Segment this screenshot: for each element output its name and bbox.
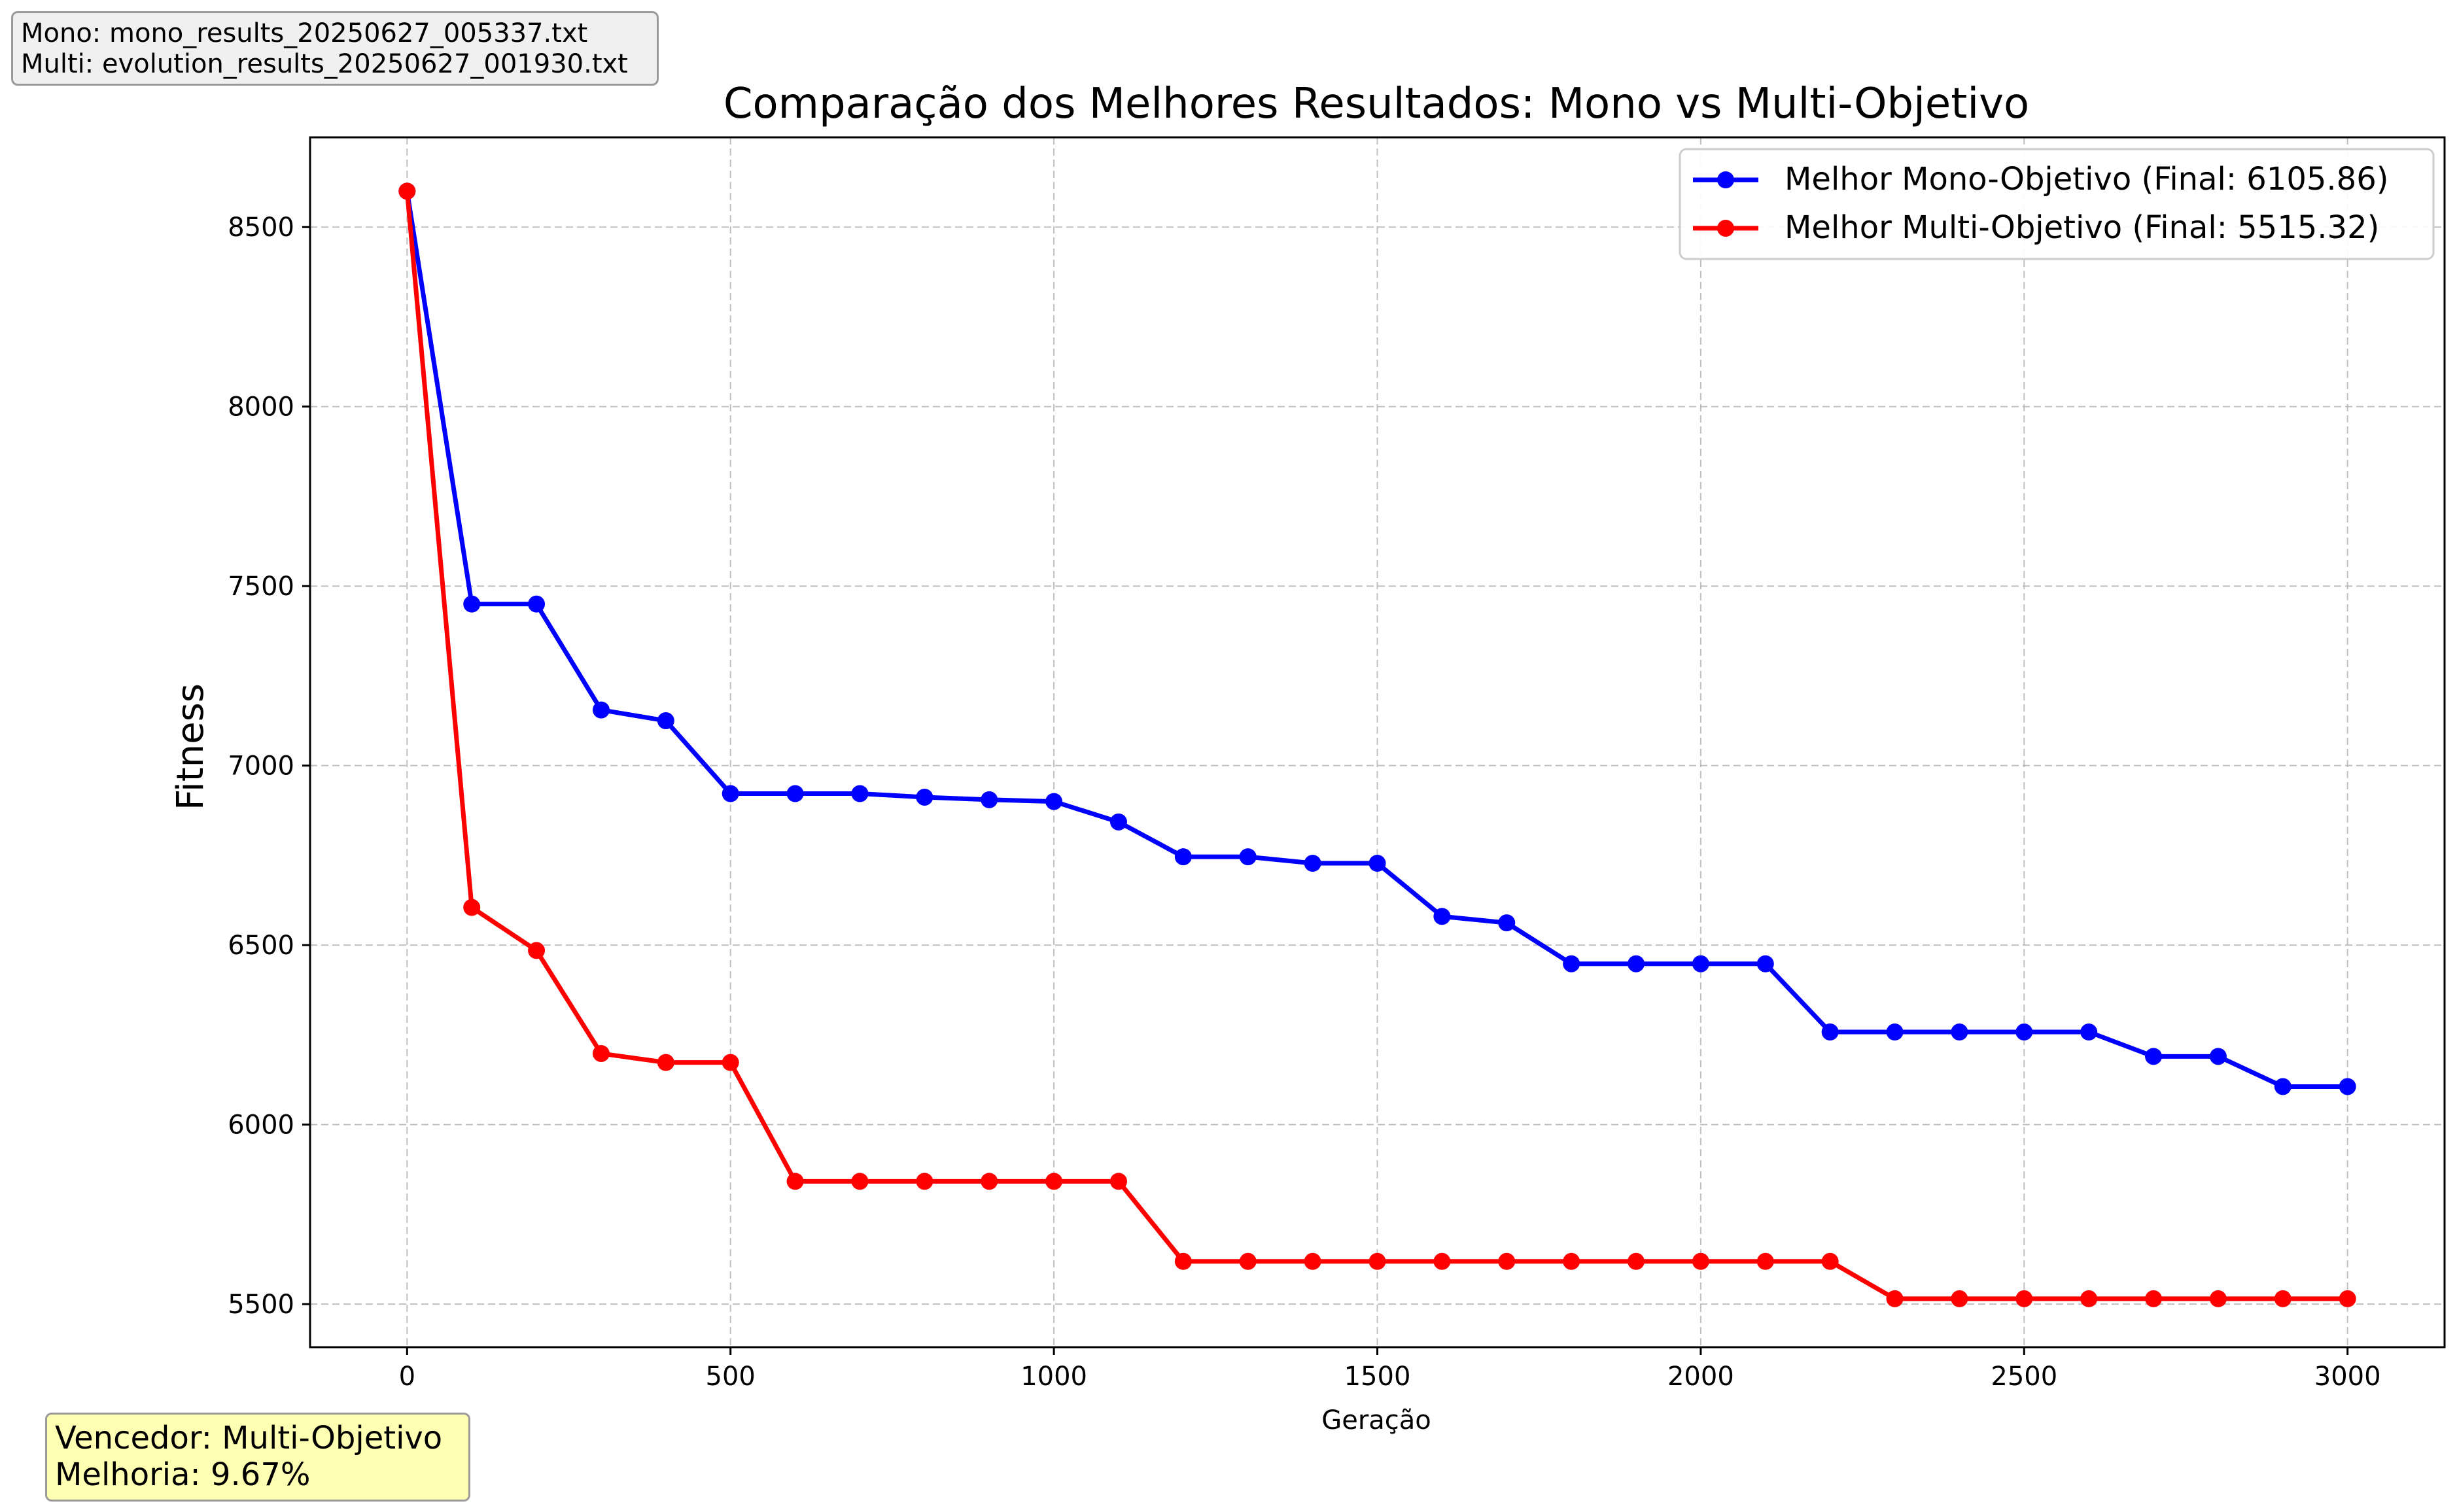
y-tick-label: 8500 [228, 213, 294, 243]
data-point-mono [1692, 955, 1709, 972]
data-point-mono [1628, 955, 1645, 972]
data-point-multi [1109, 1173, 1127, 1190]
x-tick-label: 0 [399, 1362, 415, 1392]
x-tick-label: 3000 [2314, 1362, 2381, 1392]
data-point-multi [592, 1044, 610, 1062]
data-point-mono [1951, 1023, 1968, 1041]
data-point-multi [1498, 1252, 1516, 1270]
data-point-mono [1756, 955, 1774, 972]
data-point-mono [1174, 848, 1192, 866]
data-point-mono [916, 788, 933, 806]
data-point-multi [1628, 1252, 1645, 1270]
data-point-multi [1045, 1173, 1063, 1190]
data-point-mono [1433, 908, 1451, 925]
data-point-mono [657, 712, 674, 730]
data-point-multi [916, 1173, 933, 1190]
y-axis-label: Fitness [169, 683, 212, 810]
data-point-mono [981, 791, 998, 808]
source-files-box: Mono: mono_results_20250627_005337.txt M… [11, 11, 659, 86]
data-point-multi [2080, 1290, 2098, 1307]
data-point-mono [1563, 955, 1580, 972]
x-tick-label: 2000 [1667, 1362, 1734, 1392]
data-point-mono [1045, 793, 1063, 810]
grid [310, 137, 2445, 1347]
data-point-multi [1821, 1252, 1839, 1270]
data-point-multi [981, 1173, 998, 1190]
multi-file-label: Multi: evolution_results_20250627_001930… [21, 49, 628, 79]
winner-box: Vencedor: Multi-Objetivo Melhoria: 9.67% [45, 1413, 470, 1502]
data-point-multi [1756, 1252, 1774, 1270]
data-point-mono [592, 701, 610, 719]
y-tick-label: 8000 [228, 392, 294, 422]
mono-file-label: Mono: mono_results_20250627_005337.txt [21, 18, 588, 48]
data-point-multi [1692, 1252, 1709, 1270]
data-point-multi [1886, 1290, 1904, 1307]
legend: Melhor Mono-Objetivo (Final: 6105.86) Me… [1679, 148, 2435, 260]
y-axis-ticks: 5500 6000 6500 7000 7500 8000 8500 [228, 213, 310, 1320]
data-point-multi [2145, 1290, 2163, 1307]
data-point-multi [2209, 1290, 2227, 1307]
data-point-multi [1239, 1252, 1257, 1270]
data-point-multi [1433, 1252, 1451, 1270]
data-point-mono [722, 785, 739, 802]
data-point-mono [1239, 848, 1257, 866]
x-tick-label: 1000 [1020, 1362, 1087, 1392]
data-point-mono [1304, 855, 1321, 872]
data-point-mono [1498, 914, 1516, 932]
x-tick-label: 500 [706, 1362, 756, 1392]
data-point-mono [2274, 1078, 2291, 1095]
data-point-multi [463, 899, 481, 916]
chart-title: Comparação dos Melhores Resultados: Mono… [723, 80, 2029, 128]
y-tick-label: 7500 [228, 572, 294, 602]
data-point-multi [528, 942, 546, 959]
data-point-mono [1109, 813, 1127, 831]
x-tick-label: 1500 [1344, 1362, 1411, 1392]
x-axis-ticks: 0 500 1000 1500 2000 2500 3000 [399, 1347, 2381, 1392]
legend-frame [1679, 148, 2435, 260]
y-tick-label: 5500 [228, 1290, 294, 1320]
legend-multi-marker [1717, 220, 1734, 237]
data-point-mono [2145, 1048, 2163, 1065]
data-point-mono [851, 785, 869, 802]
data-point-multi [722, 1054, 739, 1071]
data-point-multi [1563, 1252, 1580, 1270]
data-point-mono [1821, 1023, 1839, 1041]
legend-multi-label: Melhor Multi-Objetivo (Final: 5515.32) [1785, 209, 2379, 246]
data-point-multi [2274, 1290, 2291, 1307]
data-point-mono [463, 595, 481, 613]
data-point-mono [1368, 855, 1386, 872]
data-point-multi [851, 1173, 869, 1190]
data-point-mono [2080, 1023, 2098, 1041]
series-layer [398, 182, 2356, 1307]
y-tick-label: 6000 [228, 1110, 294, 1141]
legend-mono-label: Melhor Mono-Objetivo (Final: 6105.86) [1785, 161, 2388, 198]
data-point-mono [1886, 1023, 1904, 1041]
y-tick-label: 7000 [228, 751, 294, 782]
winner-label: Vencedor: Multi-Objetivo [55, 1420, 443, 1456]
data-point-multi [1304, 1252, 1321, 1270]
data-point-mono [528, 595, 546, 613]
improvement-label: Melhoria: 9.67% [55, 1456, 311, 1493]
data-point-multi [1174, 1252, 1192, 1270]
data-point-mono [2339, 1078, 2356, 1095]
x-tick-label: 2500 [1991, 1362, 2057, 1392]
data-point-mono [2015, 1023, 2033, 1041]
data-point-multi [1368, 1252, 1386, 1270]
data-point-multi [1951, 1290, 1968, 1307]
data-point-multi [398, 182, 416, 200]
data-point-mono [2209, 1048, 2227, 1065]
data-point-multi [786, 1173, 804, 1190]
x-axis-label: Geração [1321, 1405, 1431, 1435]
data-point-multi [2015, 1290, 2033, 1307]
data-point-multi [2339, 1290, 2356, 1307]
legend-mono-marker [1717, 171, 1734, 188]
data-point-multi [657, 1054, 674, 1071]
y-tick-label: 6500 [228, 931, 294, 961]
data-point-mono [786, 785, 804, 802]
